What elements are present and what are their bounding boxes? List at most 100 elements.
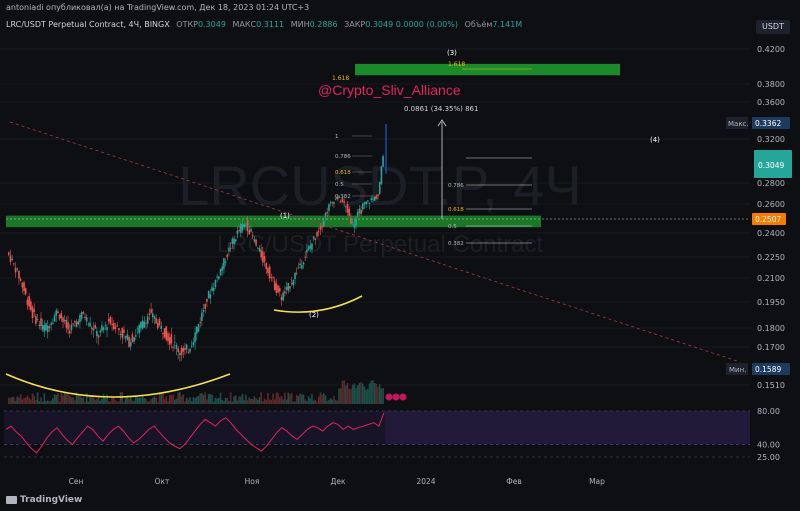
volume-bar	[182, 394, 185, 404]
volume-bar	[75, 392, 78, 404]
fib-top-label: 1.618	[448, 61, 465, 68]
volume-bar	[372, 380, 374, 404]
price-chart[interactable]: LRCUSDT.P, 4Ч LRC/USDT Perpetual Contrac…	[0, 0, 800, 490]
candle-body	[229, 247, 232, 249]
volume-bar	[290, 392, 293, 404]
volume-bar	[187, 399, 190, 404]
volume-bar	[8, 397, 10, 404]
volume-bar	[168, 395, 171, 404]
watermark-name: LRC/USDT Perpetual Contract	[217, 231, 544, 258]
candle-body	[334, 198, 337, 200]
candle-body	[277, 285, 279, 293]
volume-bar	[382, 388, 384, 404]
volume-bar	[243, 400, 246, 404]
volume-bar	[350, 388, 352, 404]
price-tick-label: 0.1510	[757, 381, 785, 390]
volume-bar	[368, 383, 371, 404]
volume-bar	[121, 392, 124, 404]
candle-body	[378, 182, 381, 194]
volume-bar	[236, 400, 239, 404]
price-axis-bg	[750, 38, 800, 478]
candle-body	[301, 265, 303, 269]
candle-body	[11, 258, 13, 261]
volume-bar	[162, 393, 164, 404]
volume-bar	[74, 400, 76, 404]
candle-body	[373, 196, 376, 201]
volume-bar	[145, 398, 147, 404]
candle-body	[233, 238, 235, 245]
volume-bar	[53, 394, 56, 404]
volume-bar	[216, 398, 218, 404]
candle-body	[151, 313, 154, 318]
candle-body	[113, 322, 115, 330]
grid	[0, 48, 750, 386]
candle-body	[317, 231, 320, 233]
volume-bar	[97, 395, 100, 404]
candle-body	[311, 243, 313, 250]
candle-body	[119, 334, 122, 335]
volume-bar	[43, 393, 46, 404]
candle-body	[351, 221, 354, 223]
candle-body	[58, 315, 61, 319]
volume-value: 7.141M	[492, 20, 523, 29]
volume-bar	[138, 397, 141, 404]
candle-body	[333, 202, 335, 204]
candle-body	[102, 327, 105, 330]
logo-text: TradingView	[20, 495, 83, 505]
candle-body	[221, 266, 224, 271]
candle-body	[294, 272, 296, 280]
open-label: ОТКР	[176, 20, 198, 29]
volume-bar	[370, 380, 373, 404]
volume-bar	[270, 400, 273, 404]
volume-bar	[284, 392, 286, 404]
candle-body	[177, 348, 179, 353]
candle-body	[104, 325, 107, 327]
currency-button[interactable]: USDT	[756, 20, 790, 34]
symbol-title[interactable]: LRC/USDT Perpetual Contract, 4Ч, BINGX	[6, 20, 170, 29]
fib-top-label: 1.618	[332, 75, 349, 82]
volume-bar	[165, 396, 168, 404]
volume-bar	[294, 401, 296, 404]
candle-body	[377, 194, 379, 197]
volume-bar	[289, 394, 291, 404]
volume-bar	[317, 396, 320, 404]
volume-bar	[277, 392, 279, 404]
candle-body	[133, 337, 135, 342]
price-tick-label: 0.3800	[757, 80, 785, 89]
volume-bar	[114, 399, 117, 404]
rsi-tick-label: 80.00	[757, 407, 780, 416]
candle-body	[219, 268, 222, 276]
volume-bar	[334, 400, 337, 404]
candle-body	[63, 319, 66, 322]
candle-body	[314, 238, 317, 240]
candle-body	[18, 270, 20, 279]
candle-body	[84, 316, 86, 319]
volume-bar	[323, 393, 325, 404]
candle-body	[309, 245, 312, 249]
volume-bar	[11, 397, 13, 404]
event-icon	[392, 393, 400, 401]
volume-bar	[260, 392, 262, 404]
volume-bar	[26, 395, 29, 404]
annotations: @Crypto_Sliv_Alliance (1) (2) (3) (4) 0.0861 …	[5, 49, 660, 401]
volume-bar	[297, 396, 300, 404]
support-zone	[6, 215, 541, 228]
volume-bar	[367, 388, 369, 404]
volume-bar	[278, 397, 281, 404]
candle-body	[135, 335, 137, 337]
candle-body	[223, 258, 225, 269]
candle-body	[196, 327, 198, 334]
candle-body	[145, 323, 147, 325]
candle-body	[80, 312, 83, 319]
cup-curve	[5, 373, 231, 398]
volume-bar	[314, 399, 317, 404]
candle-body	[158, 318, 161, 325]
candle-body	[72, 323, 74, 325]
candle-body	[248, 230, 251, 235]
candle-body	[126, 334, 129, 340]
trend-line[interactable]	[9, 121, 741, 363]
max-tag: Макс.	[728, 120, 749, 128]
candle-body	[231, 238, 234, 245]
candle-body	[65, 319, 68, 328]
candle-body	[150, 309, 152, 313]
